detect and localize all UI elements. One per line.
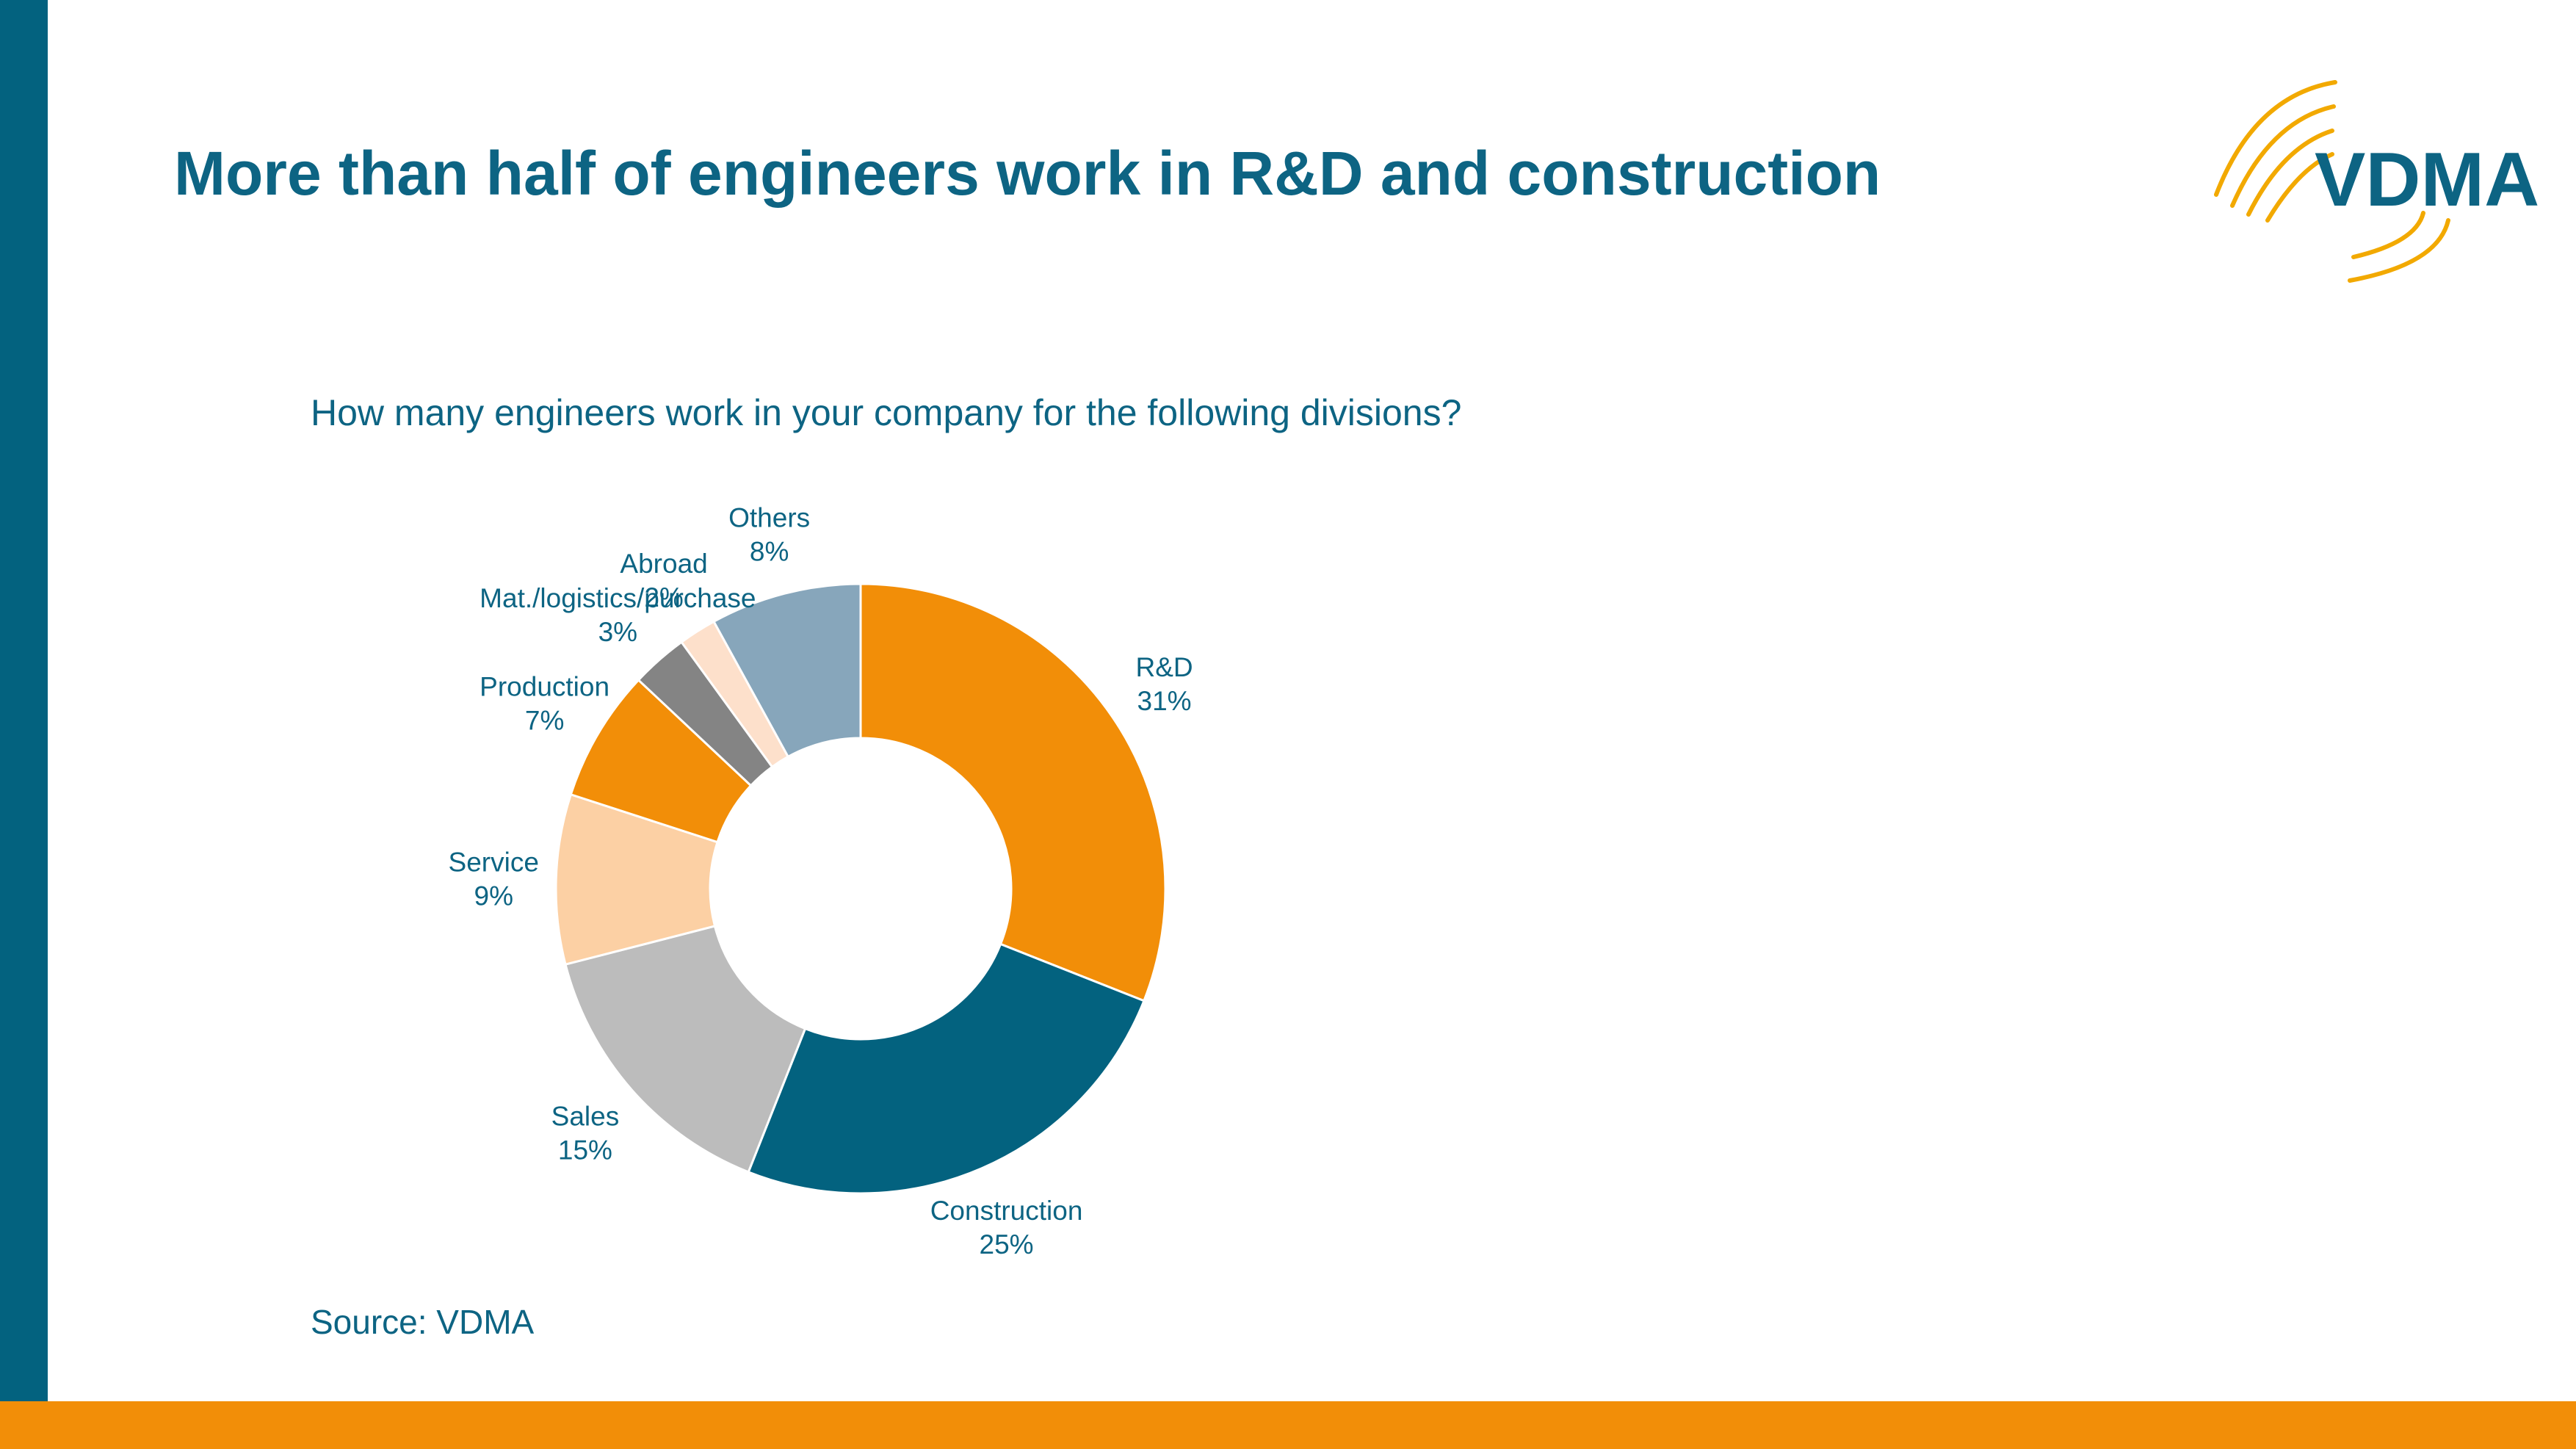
slice-value-label: 7% [525, 705, 564, 735]
bottom-accent-bar [0, 1401, 2576, 1449]
vdma-logo: VDMA [2214, 80, 2539, 283]
slice-label-4: Production 7% [480, 671, 609, 735]
logo-arc-1 [2214, 80, 2337, 197]
slice-value-label: 31% [1137, 686, 1192, 716]
slice-category-label: Mat./logistics/purchase [480, 583, 756, 613]
slice-labels: R&D 31% Construction 25% Sales 15% Service 9% Pr… [449, 503, 1193, 1260]
slice-7 [712, 582, 862, 759]
slice-category-label: Production [480, 671, 609, 701]
slice-label-0: R&D 31% [1135, 652, 1193, 716]
logo-arc-6 [2348, 218, 2450, 283]
donut-chart: R&D 31% Construction 25% Sales 15% Service 9% Pr… [449, 503, 1193, 1260]
left-accent-bar [0, 0, 48, 1401]
slice-value-label: 8% [750, 537, 789, 567]
logo-arc-3 [2246, 129, 2334, 217]
slice-0 [859, 582, 1167, 1002]
slice-2 [564, 925, 807, 1174]
logo-text: VDMA [2315, 137, 2539, 223]
slice-label-1: Construction 25% [930, 1196, 1083, 1260]
slice-value-label: 15% [558, 1135, 612, 1166]
logo-arc-2 [2230, 104, 2336, 208]
slice-label-7: Others 8% [728, 503, 810, 567]
slice-label-6: Abroad 2% [620, 549, 707, 613]
slice-value-label: 2% [644, 582, 683, 613]
slice-category-label: R&D [1135, 652, 1193, 682]
slice-label-2: Sales 15% [551, 1102, 620, 1166]
donut-slices [554, 582, 1167, 1195]
slide-title: More than half of engineers work in R&D … [174, 139, 1881, 208]
slice-1 [747, 942, 1146, 1195]
slice-category-label: Sales [551, 1102, 620, 1132]
slice-label-3: Service 9% [449, 847, 539, 911]
logo-arc-5 [2351, 211, 2425, 259]
slice-category-label: Service [449, 847, 539, 877]
slice-category-label: Others [728, 503, 810, 533]
slice-label-5: Mat./logistics/purchase 3% [480, 583, 756, 647]
slice-category-label: Abroad [620, 549, 707, 579]
logo-arc-4 [2265, 152, 2334, 223]
slice-category-label: Construction [930, 1196, 1083, 1226]
chart-question: How many engineers work in your company … [311, 392, 1462, 433]
source-note: Source: VDMA [311, 1303, 535, 1341]
slice-value-label: 9% [474, 881, 513, 911]
slice-value-label: 25% [980, 1229, 1034, 1260]
slice-value-label: 3% [598, 617, 637, 647]
